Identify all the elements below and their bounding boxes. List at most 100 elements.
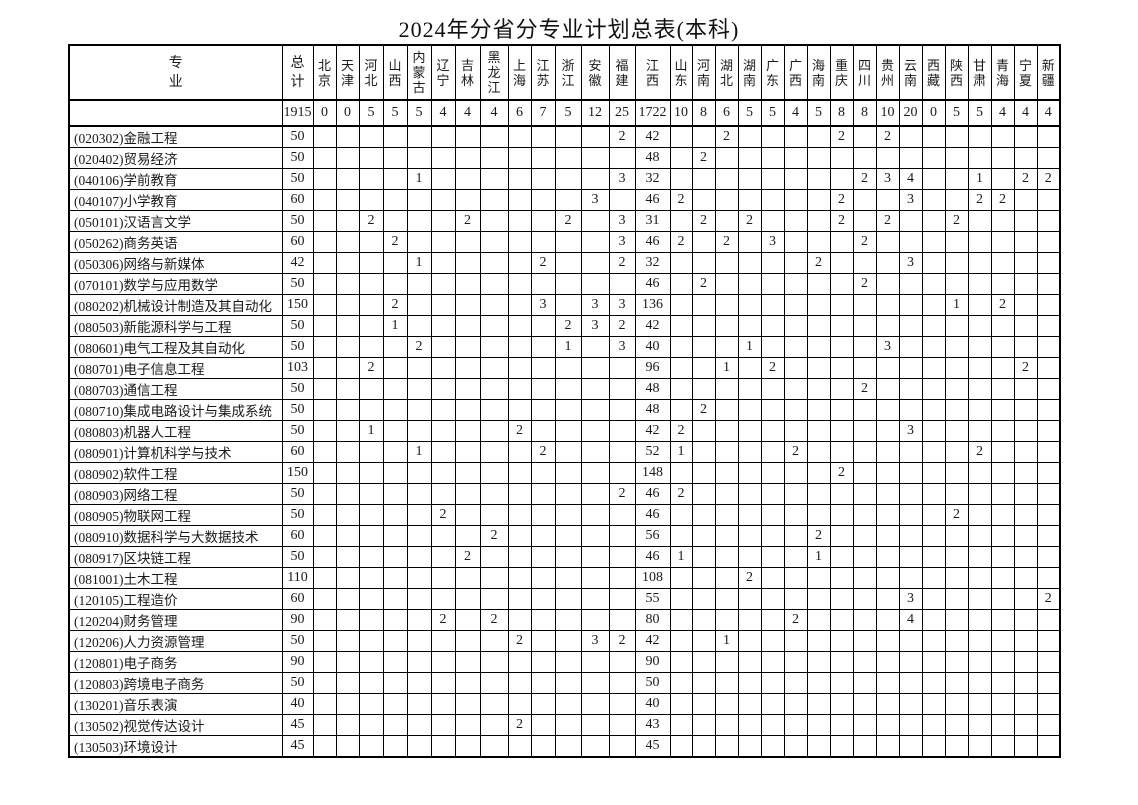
plan-count-cell (554, 567, 582, 589)
plan-count-cell (358, 168, 384, 190)
totals-cell: 25 (608, 99, 636, 127)
plan-count-cell (312, 231, 337, 253)
plan-count-cell (1036, 399, 1061, 421)
plan-count-cell (760, 504, 785, 526)
row-total-cell: 45 (281, 714, 314, 736)
plan-count-cell (921, 420, 946, 442)
plan-count-cell (507, 567, 532, 589)
table-row: (070101)数学与应用数学 50 46 2 2 (68, 273, 1061, 295)
plan-count-cell (875, 525, 900, 547)
plan-count-cell (669, 336, 693, 358)
plan-count-cell (406, 189, 432, 211)
plan-count-cell: 96 (634, 357, 671, 379)
plan-count-cell: 31 (634, 210, 671, 232)
plan-count-cell (852, 420, 877, 442)
plan-count-cell (358, 504, 384, 526)
plan-count-cell (1036, 189, 1061, 211)
plan-count-cell (507, 210, 532, 232)
row-total-cell: 50 (281, 210, 314, 232)
plan-count-cell (382, 378, 408, 400)
plan-count-cell (967, 714, 992, 736)
plan-count-cell (760, 336, 785, 358)
plan-count-cell (580, 125, 610, 148)
plan-count-cell (669, 651, 693, 673)
plan-count-cell: 4 (898, 609, 923, 631)
plan-count-cell (454, 525, 481, 547)
plan-count-cell (737, 378, 762, 400)
plan-count-cell (783, 399, 808, 421)
plan-count-cell (335, 210, 360, 232)
plan-count-cell (554, 189, 582, 211)
plan-count-cell (783, 567, 808, 589)
major-name-cell: (080901)计算机科学与技术 (68, 441, 283, 463)
province-column-header: 河 南 (691, 44, 716, 101)
plan-count-cell (312, 399, 337, 421)
plan-count-cell (430, 336, 456, 358)
plan-count-cell (760, 315, 785, 337)
plan-count-cell (530, 588, 556, 610)
plan-table: 专 业总 计北 京天 津河 北山 西内 蒙 古辽 宁吉 林黑 龙 江上 海江 苏… (68, 44, 1061, 758)
plan-count-cell (530, 693, 556, 715)
plan-count-cell: 46 (634, 231, 671, 253)
plan-count-cell (358, 378, 384, 400)
plan-count-cell (530, 420, 556, 442)
plan-count-cell (430, 294, 456, 316)
plan-count-cell (783, 147, 808, 169)
plan-count-cell (967, 420, 992, 442)
plan-count-cell: 2 (944, 210, 969, 232)
plan-count-cell (430, 210, 456, 232)
plan-count-cell (580, 588, 610, 610)
plan-count-cell: 2 (382, 231, 408, 253)
plan-count-cell (737, 273, 762, 295)
plan-count-cell (806, 693, 831, 715)
plan-count-cell (944, 252, 969, 274)
plan-count-cell: 56 (634, 525, 671, 547)
plan-count-cell (358, 651, 384, 673)
plan-count-cell (714, 462, 739, 484)
row-total-cell: 42 (281, 252, 314, 274)
plan-count-cell (990, 336, 1015, 358)
plan-count-cell (608, 672, 636, 694)
plan-count-cell (554, 441, 582, 463)
plan-count-cell (760, 483, 785, 505)
plan-count-cell (875, 672, 900, 694)
totals-cell: 0 (312, 99, 337, 127)
plan-count-cell (608, 588, 636, 610)
plan-count-cell (714, 693, 739, 715)
plan-count-cell (921, 462, 946, 484)
plan-count-cell (783, 420, 808, 442)
plan-count-cell (737, 504, 762, 526)
plan-count-cell (454, 567, 481, 589)
plan-count-cell (406, 714, 432, 736)
plan-count-cell (358, 609, 384, 631)
plan-count-cell (312, 462, 337, 484)
plan-count-cell (335, 504, 360, 526)
plan-count-cell (580, 252, 610, 274)
plan-count-cell (530, 567, 556, 589)
plan-count-cell (1013, 189, 1038, 211)
plan-count-cell (691, 714, 716, 736)
plan-count-cell (406, 273, 432, 295)
plan-count-cell (530, 672, 556, 694)
plan-count-cell: 2 (507, 630, 532, 652)
plan-count-cell (990, 378, 1015, 400)
plan-count-cell (944, 630, 969, 652)
plan-count-cell (530, 315, 556, 337)
plan-count-cell (312, 252, 337, 274)
plan-count-cell (1036, 378, 1061, 400)
plan-count-cell (921, 693, 946, 715)
row-total-cell: 60 (281, 231, 314, 253)
plan-count-cell (479, 441, 509, 463)
table-row: (120105)工程造价 60 55 3 2 (68, 588, 1061, 610)
plan-count-cell (580, 336, 610, 358)
plan-count-cell (312, 210, 337, 232)
plan-count-cell (737, 525, 762, 547)
major-name-cell: (080803)机器人工程 (68, 420, 283, 442)
plan-count-cell (714, 378, 739, 400)
plan-count-cell (554, 504, 582, 526)
plan-count-cell (967, 336, 992, 358)
plan-count-cell (580, 210, 610, 232)
plan-count-cell (507, 504, 532, 526)
table-row: (080601)电气工程及其自动化 50 2 1 3 40 1 3 (68, 336, 1061, 358)
plan-count-cell (967, 273, 992, 295)
